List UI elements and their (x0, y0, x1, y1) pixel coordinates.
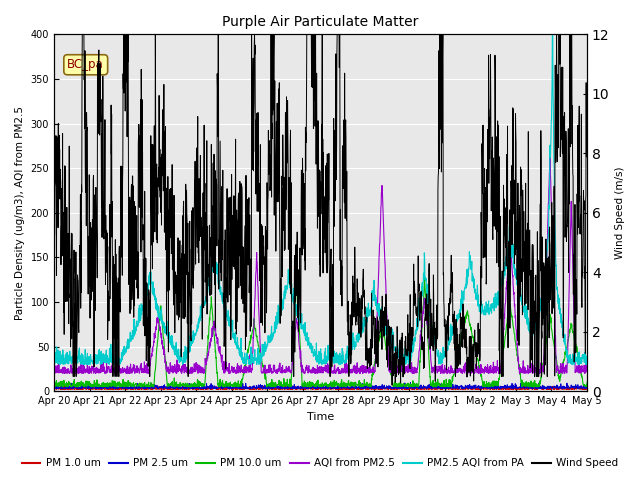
Y-axis label: Particle Density (ug/m3), AQI from PM2.5: Particle Density (ug/m3), AQI from PM2.5 (15, 106, 25, 320)
Y-axis label: Wind Speed (m/s): Wind Speed (m/s) (615, 167, 625, 259)
Legend: PM 1.0 um, PM 2.5 um, PM 10.0 um, AQI from PM2.5, PM2.5 AQI from PA, Wind Speed: PM 1.0 um, PM 2.5 um, PM 10.0 um, AQI fr… (17, 454, 623, 472)
Text: BC_pa: BC_pa (67, 58, 104, 71)
X-axis label: Time: Time (307, 412, 334, 422)
Title: Purple Air Particulate Matter: Purple Air Particulate Matter (222, 15, 419, 29)
